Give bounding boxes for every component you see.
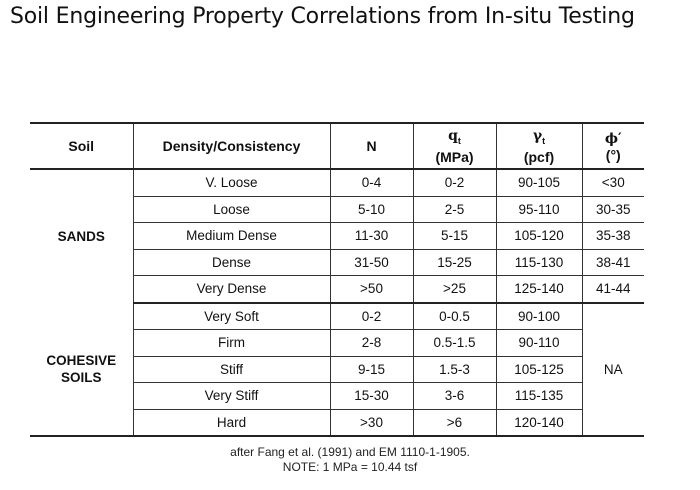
density-cell: Stiff: [132, 356, 330, 383]
soil-label-cohesive: COHESIVE SOILS: [30, 303, 133, 437]
qt-symbol: q: [448, 128, 458, 145]
qt-cell: 15-25: [412, 249, 496, 276]
table-row: Very Dense >50 >25 125-140 41-44: [30, 275, 644, 304]
qt-cell: 1.5-3: [412, 356, 496, 383]
qt-cell: >25: [412, 275, 496, 304]
gamma-cell: 115-135: [495, 382, 582, 410]
n-cell: 0-4: [329, 169, 413, 197]
qt-cell: 3-6: [412, 382, 496, 410]
qt-cell: 0-2: [412, 169, 496, 197]
density-cell: Firm: [132, 329, 330, 357]
table-row: Dense 31-50 15-25 115-130 38-41: [30, 249, 644, 276]
n-cell: >50: [329, 275, 413, 304]
gamma-cell: 90-100: [495, 302, 582, 330]
n-cell: 2-8: [329, 329, 413, 357]
n-cell: 11-30: [329, 222, 413, 250]
header-qt: qt (MPa): [412, 123, 496, 170]
phi-cell-na: NA: [581, 302, 644, 436]
gamma-cell: 125-140: [495, 275, 582, 304]
qt-subscript: t: [457, 135, 461, 146]
table-row: Loose 5-10 2-5 95-110 30-35: [30, 196, 644, 223]
n-cell: 5-10: [329, 196, 413, 223]
gamma-unit: (pcf): [523, 148, 555, 165]
phi-cell: 35-38: [581, 222, 644, 250]
header-gamma: γt (pcf): [495, 123, 582, 170]
gamma-cell: 95-110: [495, 196, 582, 223]
table-row: COHESIVE SOILS Very Soft 0-2 0-0.5 90-10…: [30, 302, 644, 436]
phi-symbol: ϕ′: [604, 130, 622, 147]
gamma-cell: 105-125: [495, 356, 582, 383]
density-cell: Very Soft: [132, 302, 330, 330]
table-row: Stiff 9-15 1.5-3 105-125: [30, 356, 644, 383]
table-row: SANDS V. Loose 0-4 0-2 90-105 <30: [30, 169, 644, 244]
density-cell: Hard: [132, 409, 330, 437]
table-row: Hard >30 >6 120-140: [30, 409, 644, 437]
density-cell: Very Dense: [132, 275, 330, 304]
header-phi: ϕ′ (°): [581, 123, 644, 170]
header-soil: Soil: [30, 123, 133, 170]
header-density: Density/Consistency: [132, 123, 330, 170]
qt-cell: 2-5: [412, 196, 496, 223]
soil-label-sands: SANDS: [57, 228, 105, 244]
soil-label-cohesive-line1: COHESIVE: [46, 352, 117, 368]
phi-cell: 38-41: [581, 249, 644, 276]
gamma-subscript: t: [542, 135, 546, 146]
soil-properties-table: Soil Density/Consistency N qt (MPa) γt (…: [30, 122, 644, 437]
page-title: Soil Engineering Property Correlations f…: [10, 4, 635, 29]
table-row: Medium Dense 11-30 5-15 105-120 35-38: [30, 222, 644, 250]
density-cell: Medium Dense: [132, 222, 330, 250]
gamma-cell: 115-130: [495, 249, 582, 276]
n-cell: 0-2: [329, 302, 413, 330]
header-n: N: [329, 123, 413, 170]
table-row: Firm 2-8 0.5-1.5 90-110: [30, 329, 644, 357]
density-cell: V. Loose: [132, 169, 330, 197]
soil-label-cohesive-line2: SOILS: [60, 369, 102, 385]
density-cell: Dense: [132, 249, 330, 276]
footnote-note: NOTE: 1 MPa = 10.44 tsf: [282, 460, 418, 474]
n-cell: 15-30: [329, 382, 413, 410]
gamma-cell: 90-110: [495, 329, 582, 357]
gamma-cell: 90-105: [495, 169, 582, 197]
phi-cell: <30: [581, 169, 644, 197]
gamma-symbol: γ: [532, 128, 543, 145]
phi-cell: 30-35: [581, 196, 644, 223]
qt-cell: 0.5-1.5: [412, 329, 496, 357]
qt-cell: >6: [412, 409, 496, 437]
qt-unit: (MPa): [435, 148, 474, 165]
n-cell: >30: [329, 409, 413, 437]
table-header-row: Soil Density/Consistency N qt (MPa) γt (…: [30, 123, 644, 170]
gamma-cell: 105-120: [495, 222, 582, 250]
qt-cell: 0-0.5: [412, 302, 496, 330]
qt-cell: 5-15: [412, 222, 496, 250]
n-cell: 9-15: [329, 356, 413, 383]
phi-unit: (°): [605, 146, 621, 163]
gamma-cell: 120-140: [495, 409, 582, 437]
phi-cell: 41-44: [581, 275, 644, 304]
density-cell: Loose: [132, 196, 330, 223]
density-cell: Very Stiff: [132, 382, 330, 410]
n-cell: 31-50: [329, 249, 413, 276]
table-row: Very Stiff 15-30 3-6 115-135: [30, 382, 644, 410]
footnote-source: after Fang et al. (1991) and EM 1110-1-1…: [230, 445, 470, 459]
